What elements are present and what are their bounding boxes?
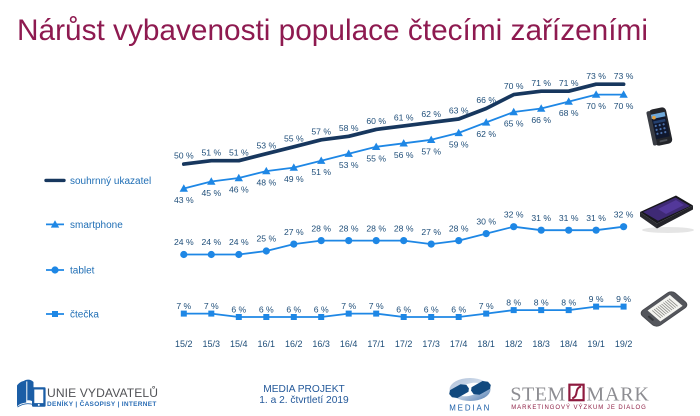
svg-text:73 %: 73 % <box>586 71 606 81</box>
svg-text:57 %: 57 % <box>421 146 441 156</box>
svg-text:70 %: 70 % <box>614 101 634 111</box>
svg-text:7 %: 7 % <box>204 301 219 311</box>
svg-text:62 %: 62 % <box>421 109 441 119</box>
svg-text:8 %: 8 % <box>534 298 549 308</box>
svg-text:9 %: 9 % <box>616 294 631 304</box>
svg-text:65 %: 65 % <box>504 119 524 129</box>
svg-text:6 %: 6 % <box>314 304 329 314</box>
svg-text:16/4: 16/4 <box>340 339 358 349</box>
svg-text:smartphone: smartphone <box>70 220 123 231</box>
svg-text:28 %: 28 % <box>339 223 359 233</box>
svg-text:66 %: 66 % <box>476 95 496 105</box>
svg-text:53 %: 53 % <box>339 160 359 170</box>
svg-text:30 %: 30 % <box>476 216 496 226</box>
svg-text:UNIE VYDAVATELŮ: UNIE VYDAVATELŮ <box>47 385 158 400</box>
svg-text:7 %: 7 % <box>341 301 356 311</box>
svg-text:6 %: 6 % <box>396 304 411 314</box>
svg-text:46 %: 46 % <box>229 185 249 195</box>
svg-text:6 %: 6 % <box>451 304 466 314</box>
svg-text:7 %: 7 % <box>176 301 191 311</box>
svg-text:71 %: 71 % <box>559 78 579 88</box>
svg-text:15/3: 15/3 <box>203 339 221 349</box>
svg-text:19/2: 19/2 <box>615 339 633 349</box>
svg-text:DENÍKY | ČASOPISY | INTERNET: DENÍKY | ČASOPISY | INTERNET <box>47 399 157 408</box>
svg-text:souhrnný ukazatel: souhrnný ukazatel <box>70 176 151 187</box>
svg-text:63 %: 63 % <box>449 106 469 116</box>
svg-text:18/3: 18/3 <box>532 339 550 349</box>
svg-text:24 %: 24 % <box>201 237 221 247</box>
svg-text:56 %: 56 % <box>394 150 414 160</box>
svg-text:73 %: 73 % <box>614 71 634 81</box>
svg-text:7 %: 7 % <box>369 301 384 311</box>
svg-text:16/1: 16/1 <box>258 339 276 349</box>
svg-text:8 %: 8 % <box>506 298 521 308</box>
svg-text:55 %: 55 % <box>284 133 304 143</box>
svg-text:49 %: 49 % <box>284 174 304 184</box>
svg-text:61 %: 61 % <box>394 113 414 123</box>
svg-text:71 %: 71 % <box>531 78 551 88</box>
svg-text:16/3: 16/3 <box>312 339 330 349</box>
svg-text:čtečka: čtečka <box>70 310 99 321</box>
svg-text:18/4: 18/4 <box>560 339 578 349</box>
svg-text:6 %: 6 % <box>231 304 246 314</box>
svg-text:60 %: 60 % <box>366 116 386 126</box>
svg-text:28 %: 28 % <box>394 223 414 233</box>
svg-text:66 %: 66 % <box>531 115 551 125</box>
svg-text:28 %: 28 % <box>366 223 386 233</box>
svg-text:27 %: 27 % <box>421 227 441 237</box>
svg-text:50 %: 50 % <box>174 151 194 161</box>
svg-text:MARK: MARK <box>586 383 649 405</box>
svg-text:17/4: 17/4 <box>450 339 468 349</box>
svg-text:31 %: 31 % <box>531 213 551 223</box>
svg-text:MARKETINGOVÝ VÝZKUM JE DIALOG: MARKETINGOVÝ VÝZKUM JE DIALOG <box>511 404 647 411</box>
svg-text:57 %: 57 % <box>311 126 331 136</box>
svg-text:45 %: 45 % <box>201 188 221 198</box>
svg-text:68 %: 68 % <box>559 108 579 118</box>
svg-text:18/1: 18/1 <box>477 339 495 349</box>
svg-text:51 %: 51 % <box>201 147 221 157</box>
svg-text:6 %: 6 % <box>424 304 439 314</box>
svg-text:9 %: 9 % <box>589 294 604 304</box>
svg-text:19/1: 19/1 <box>587 339 605 349</box>
svg-text:51 %: 51 % <box>229 147 249 157</box>
svg-text:MEDIAN: MEDIAN <box>449 404 491 413</box>
svg-text:8 %: 8 % <box>561 298 576 308</box>
svg-text:tablet: tablet <box>70 266 95 277</box>
svg-text:15/4: 15/4 <box>230 339 248 349</box>
svg-text:32 %: 32 % <box>614 209 634 219</box>
svg-text:48 %: 48 % <box>256 178 276 188</box>
svg-text:6 %: 6 % <box>286 304 301 314</box>
svg-text:16/2: 16/2 <box>285 339 303 349</box>
svg-text:70 %: 70 % <box>586 101 606 111</box>
svg-text:58 %: 58 % <box>339 123 359 133</box>
svg-text:7 %: 7 % <box>479 301 494 311</box>
svg-text:25 %: 25 % <box>256 234 276 244</box>
svg-text:27 %: 27 % <box>284 227 304 237</box>
svg-text:55 %: 55 % <box>366 153 386 163</box>
svg-text:24 %: 24 % <box>229 237 249 247</box>
svg-text:28 %: 28 % <box>311 223 331 233</box>
svg-text:15/2: 15/2 <box>175 339 193 349</box>
svg-text:6 %: 6 % <box>259 304 274 314</box>
svg-text:62 %: 62 % <box>476 129 496 139</box>
svg-text:17/3: 17/3 <box>422 339 440 349</box>
svg-text:17/1: 17/1 <box>367 339 385 349</box>
svg-text:31 %: 31 % <box>559 213 579 223</box>
svg-text:18/2: 18/2 <box>505 339 523 349</box>
svg-text:70 %: 70 % <box>504 81 524 91</box>
svg-text:STEM: STEM <box>510 383 565 405</box>
svg-text:17/2: 17/2 <box>395 339 413 349</box>
svg-text:32 %: 32 % <box>504 209 524 219</box>
svg-text:53 %: 53 % <box>256 140 276 150</box>
svg-text:28 %: 28 % <box>449 223 469 233</box>
svg-text:59 %: 59 % <box>449 139 469 149</box>
svg-text:51 %: 51 % <box>311 167 331 177</box>
svg-text:31 %: 31 % <box>586 213 606 223</box>
svg-text:24 %: 24 % <box>174 237 194 247</box>
svg-text:43 %: 43 % <box>174 195 194 205</box>
